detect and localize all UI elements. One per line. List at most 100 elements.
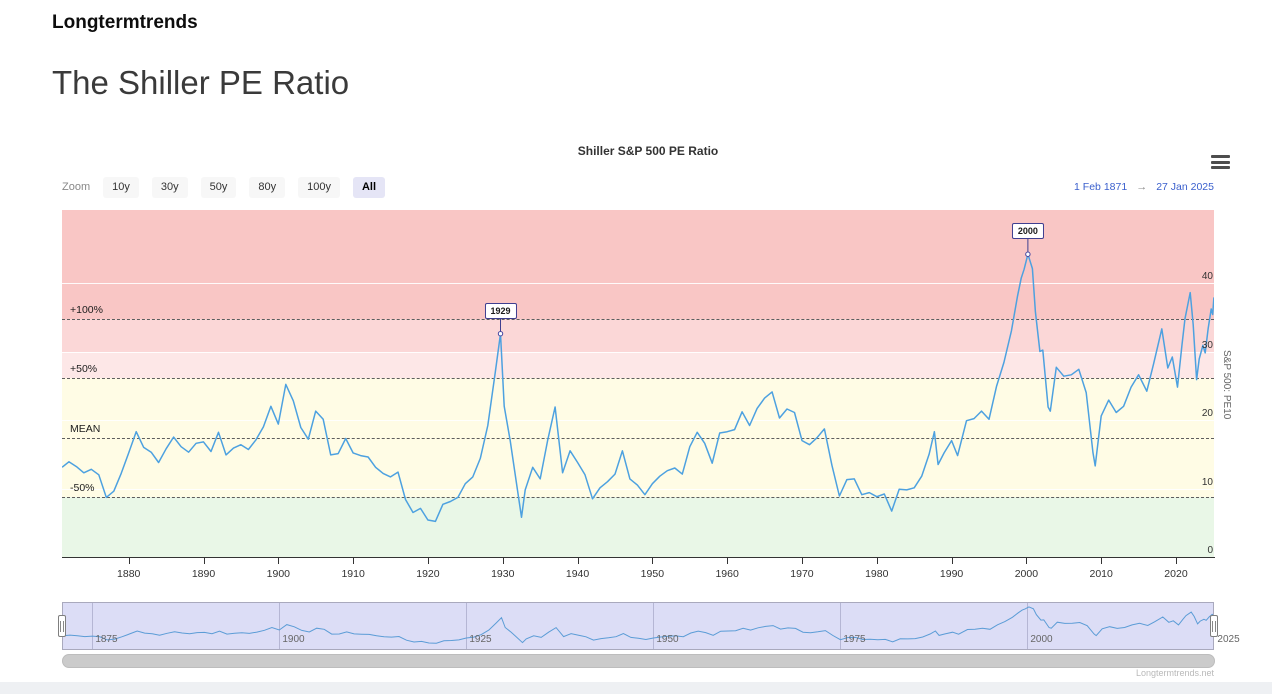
plot-area: +100% +50% MEAN -50%	[62, 210, 1214, 557]
x-axis-label: 1950	[640, 568, 665, 580]
x-axis-tick	[353, 558, 355, 564]
annotation-marker	[1025, 251, 1031, 257]
y-axis-title: S&P 500: PE10	[1221, 350, 1232, 420]
y-gridline	[62, 420, 1214, 421]
navigator-gridline	[653, 603, 655, 649]
threshold-label: +50%	[70, 363, 98, 376]
x-axis-tick	[1026, 558, 1028, 564]
range-from-link[interactable]: 1 Feb 1871	[1074, 181, 1128, 193]
navigator-right-handle[interactable]	[1210, 615, 1218, 637]
page-title: The Shiller PE Ratio	[52, 64, 350, 101]
navigator-axis-label: 1900	[282, 634, 305, 645]
navigator-gridline	[92, 603, 94, 649]
x-axis-tick	[128, 558, 130, 564]
x-axis-label: 2000	[1014, 568, 1039, 580]
x-axis-tick	[951, 558, 953, 564]
y-axis-label: 0	[1207, 545, 1213, 556]
y-axis-label: 30	[1201, 339, 1213, 351]
zoom-button-all[interactable]: All	[352, 176, 386, 198]
plot-band	[62, 497, 1214, 557]
x-axis-tick	[502, 558, 504, 564]
threshold-label: +100%	[70, 303, 103, 316]
navigator[interactable]	[62, 602, 1214, 650]
navigator-axis-label: 1875	[95, 634, 118, 645]
x-axis-tick	[427, 558, 429, 564]
footer-strip	[0, 682, 1272, 694]
x-axis-label: 1990	[939, 568, 964, 580]
hamburger-bar	[1211, 166, 1230, 169]
x-axis-label: 1980	[865, 568, 889, 580]
y-axis-label: 10	[1201, 476, 1213, 488]
navigator-gridline	[1027, 603, 1029, 649]
x-axis-label: 1910	[341, 568, 365, 580]
x-axis-tick	[203, 558, 205, 564]
x-axis-tick	[876, 558, 878, 564]
x-axis-tick	[278, 558, 280, 564]
zoom-button-30y[interactable]: 30y	[151, 176, 188, 198]
chart-title: Shiller S&P 500 PE Ratio	[577, 144, 719, 158]
main-series-svg	[62, 238, 1214, 523]
y-axis-label: 40	[1201, 271, 1213, 283]
threshold-line	[62, 437, 1214, 439]
threshold-line	[62, 378, 1214, 380]
x-axis-tick	[727, 558, 729, 564]
zoom-button-50y[interactable]: 50y	[200, 176, 237, 198]
x-axis-label: 1920	[416, 568, 440, 580]
x-axis-tick	[577, 558, 579, 564]
navigator-gridline	[840, 603, 842, 649]
navigator-gridline	[279, 603, 281, 649]
plot-band	[62, 378, 1214, 498]
x-axis-label: 1890	[191, 568, 216, 580]
scrollbar-thumb[interactable]	[62, 654, 1215, 668]
annotation-marker	[497, 331, 504, 337]
navigator-axis-label: 2000	[1030, 634, 1053, 645]
chart-annotation-2000: 2000	[1011, 223, 1044, 240]
x-axis-tick	[1175, 558, 1177, 564]
zoom-label: Zoom	[62, 181, 91, 193]
threshold-line	[62, 318, 1214, 320]
y-gridline	[62, 488, 1214, 490]
x-axis-tick	[652, 558, 654, 564]
x-axis-label: 2010	[1089, 568, 1113, 580]
navigator-line	[63, 606, 1213, 644]
x-axis-tick	[801, 558, 803, 564]
x-axis-label: 1940	[565, 568, 590, 580]
y-gridline	[62, 351, 1214, 353]
x-axis-label: 1880	[117, 568, 141, 580]
x-axis-label: 1930	[491, 568, 515, 580]
navigator-series-svg	[63, 606, 1213, 644]
x-axis-line	[62, 557, 1215, 558]
x-axis-label: 1970	[790, 568, 814, 580]
threshold-label: -50%	[70, 482, 95, 495]
plot-band	[62, 351, 1214, 379]
pe-ratio-line	[62, 253, 1214, 523]
plot-band	[62, 318, 1214, 352]
x-axis-tick	[1101, 558, 1103, 564]
navigator-axis-label: 1925	[469, 634, 492, 645]
hamburger-bar	[1211, 160, 1230, 164]
brand-logo[interactable]: Longtermtrends	[52, 12, 198, 33]
threshold-line	[62, 497, 1214, 499]
x-axis-label: 2020	[1164, 568, 1188, 580]
threshold-label: MEAN	[70, 422, 101, 435]
x-axis-label: 1960	[715, 568, 739, 580]
x-axis-label: 1900	[266, 568, 290, 580]
range-arrow-icon: →	[1136, 181, 1148, 193]
zoom-button-80y[interactable]: 80y	[249, 176, 286, 198]
zoom-button-100y[interactable]: 100y	[298, 176, 340, 198]
hamburger-icon[interactable]	[1211, 155, 1231, 171]
y-axis-label: 20	[1201, 408, 1213, 419]
navigator-axis-label: 1975	[843, 634, 866, 645]
chart-annotation-1929: 1929	[484, 302, 517, 319]
zoom-button-10y[interactable]: 10y	[103, 176, 139, 198]
navigator-gridline	[466, 603, 468, 649]
date-range: 1 Feb 1871 → 27 Jan 2025	[1074, 181, 1214, 193]
navigator-left-handle[interactable]	[58, 615, 66, 637]
range-to-link[interactable]: 27 Jan 2025	[1156, 181, 1214, 193]
hamburger-bar	[1211, 155, 1230, 158]
y-gridline	[62, 283, 1214, 285]
navigator-axis-label: 1950	[656, 634, 679, 645]
watermark: Longtermtrends.net	[1135, 668, 1214, 678]
navigator-axis-label: 2025	[1217, 634, 1240, 645]
